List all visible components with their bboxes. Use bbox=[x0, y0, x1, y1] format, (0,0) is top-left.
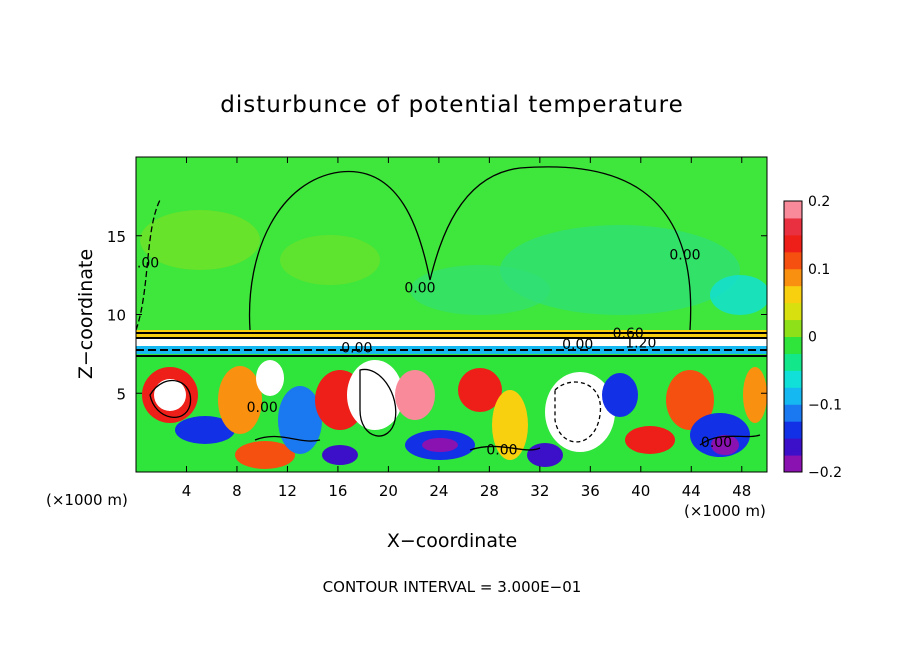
colorbar-swatch bbox=[784, 438, 802, 456]
y-tick-label: 10 bbox=[107, 307, 126, 325]
contour-label: 0.00 bbox=[341, 340, 372, 356]
inversion-band bbox=[136, 330, 767, 340]
colorbar-swatch bbox=[784, 404, 802, 422]
contour-interval-note: CONTOUR INTERVAL = 3.000E−01 bbox=[323, 578, 582, 596]
contour-lines bbox=[136, 166, 767, 451]
colorbar-tick-label: −0.2 bbox=[808, 465, 842, 481]
y-tick-label: 5 bbox=[116, 385, 126, 403]
colorbar-tick-label: 0 bbox=[808, 330, 817, 346]
colorbar-swatch bbox=[784, 251, 802, 270]
contour-label: 0.00 bbox=[701, 435, 732, 451]
colorbar-swatch bbox=[784, 421, 802, 439]
colorbar-swatch bbox=[784, 353, 802, 371]
contour-label: 0.60 bbox=[613, 326, 644, 342]
colorbar: 0.2 0.1 0 −0.1 −0.2 bbox=[783, 194, 842, 481]
colorbar-swatch bbox=[784, 302, 802, 321]
x-tick-label: 32 bbox=[530, 482, 549, 500]
colorbar-swatch bbox=[784, 234, 802, 253]
boundary-layer-eddies bbox=[142, 360, 767, 469]
colorbar-swatch bbox=[784, 285, 802, 304]
colorbar-swatch bbox=[784, 201, 802, 219]
contour-label: 0.00 bbox=[486, 443, 517, 459]
colorbar-tick-label: 0.1 bbox=[808, 262, 830, 278]
y-axis: 5 10 15 bbox=[107, 228, 767, 403]
colorbar-swatch bbox=[784, 387, 802, 405]
x-axis-label: X−coordinate bbox=[387, 530, 517, 552]
upper-cool-patch bbox=[500, 225, 740, 315]
y-axis-label: Z−coordinate bbox=[75, 249, 97, 379]
colorbar-swatch bbox=[784, 217, 802, 236]
upper-cool-patch bbox=[710, 275, 767, 315]
y-tick-label: 15 bbox=[107, 228, 126, 246]
x-unit-right: (×1000 m) bbox=[684, 502, 766, 520]
contour-labels: 0.00 0.00 0.00 0.601.20 0.00 0.00 0.00 0.00 0.00 bbox=[128, 247, 732, 459]
contour-label: 0.00 bbox=[669, 247, 700, 263]
x-tick-label: 48 bbox=[732, 482, 751, 500]
contour-label: 0.00 bbox=[404, 280, 435, 296]
colorbar-swatch bbox=[784, 319, 802, 337]
x-tick-label: 12 bbox=[278, 482, 297, 500]
colorbar-swatch bbox=[784, 268, 802, 287]
x-tick-label: 28 bbox=[480, 482, 499, 500]
plot-area: 0.00 0.00 0.00 0.601.20 0.00 0.00 0.00 0.00 0.00 bbox=[128, 157, 767, 472]
contour-label: 0.00 bbox=[562, 337, 593, 353]
colorbar-tick-label: −0.1 bbox=[808, 397, 842, 413]
x-tick-label: 24 bbox=[429, 482, 448, 500]
colorbar-swatch bbox=[784, 336, 802, 354]
colorbar-swatch bbox=[784, 370, 802, 388]
x-tick-label: 40 bbox=[631, 482, 650, 500]
x-tick-label: 8 bbox=[232, 482, 242, 500]
colorbar-swatch bbox=[784, 455, 802, 473]
x-axis: 4 8 12 16 20 24 28 32 36 40 44 48 bbox=[182, 157, 751, 500]
contour-label: 0.00 bbox=[128, 255, 159, 271]
x-tick-label: 36 bbox=[581, 482, 600, 500]
colorbar-frame bbox=[783, 200, 803, 473]
upper-cool-patch bbox=[410, 265, 550, 315]
contour-label: 1.20 bbox=[625, 336, 656, 352]
upper-warm-patch bbox=[280, 235, 380, 285]
contour-label: 0.00 bbox=[247, 400, 278, 416]
x-tick-label: 44 bbox=[682, 482, 701, 500]
x-tick-label: 16 bbox=[328, 482, 347, 500]
inversion-band bbox=[136, 338, 767, 346]
x-tick-label: 4 bbox=[182, 482, 192, 500]
upper-warm-patch bbox=[140, 210, 260, 270]
x-tick-label: 20 bbox=[379, 482, 398, 500]
x-unit-left: (×1000 m) bbox=[46, 491, 128, 509]
colorbar-tick-label: 0.2 bbox=[808, 194, 830, 210]
chart-title: disturbunce of potential temperature bbox=[220, 92, 684, 118]
